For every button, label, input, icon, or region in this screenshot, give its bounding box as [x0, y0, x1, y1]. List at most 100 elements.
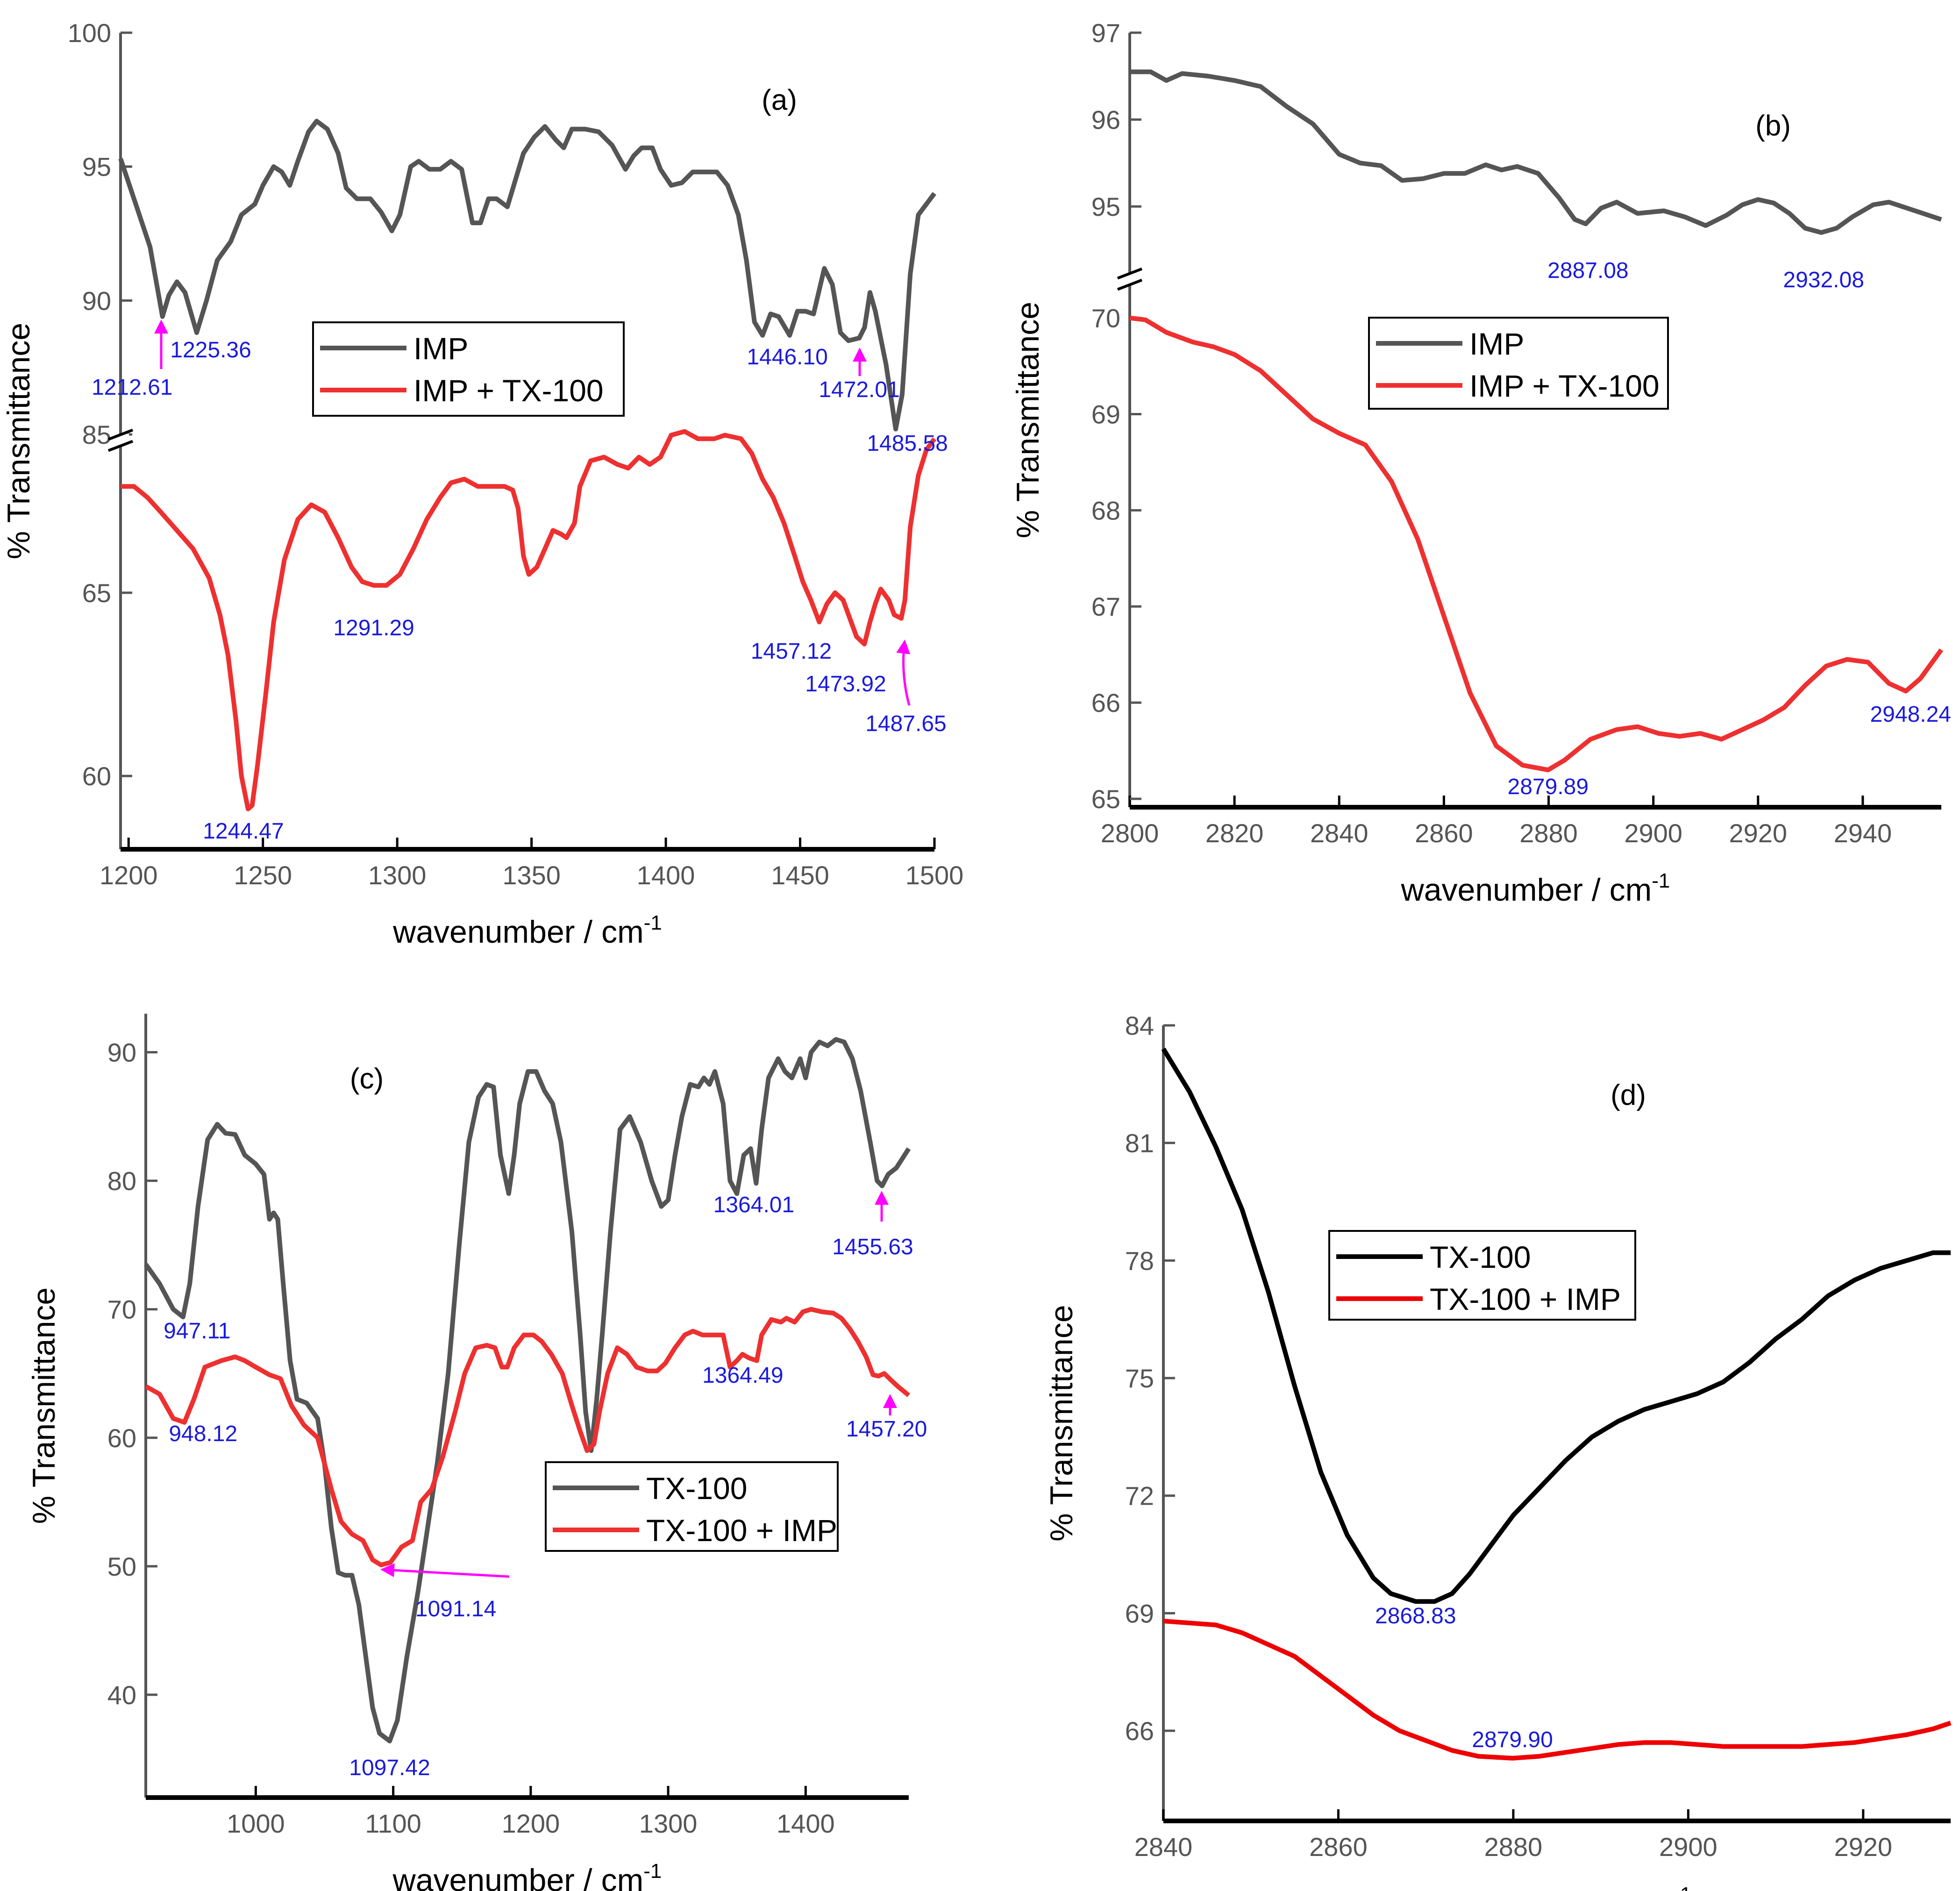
axis-break-mark — [107, 428, 134, 441]
y-tick-label: 96 — [1091, 105, 1120, 135]
legend-box — [545, 1461, 839, 1552]
y-tick-label: 95 — [82, 152, 111, 182]
legend-label: IMP + TX-100 — [1469, 369, 1660, 403]
peak-label: 1091.14 — [415, 1597, 497, 1621]
y-tick-label: 69 — [1125, 1599, 1154, 1628]
legend-label: TX-100 + IMP — [1430, 1282, 1621, 1316]
y-axis-title: % Transmittance — [1, 323, 36, 559]
legend-label: IMP — [413, 331, 468, 366]
axis-break-mark — [1117, 267, 1143, 280]
peak-label: 1364.01 — [713, 1193, 795, 1217]
peak-label: 1291.29 — [333, 616, 414, 640]
peak-arrow — [380, 1563, 510, 1578]
panel-a: 1200 1250 1300 1350 1400 1450 1500 85 90 95 100 60 6… — [1, 18, 963, 950]
peak-label: 2948.24 — [1870, 702, 1951, 727]
y-tick-label: 90 — [107, 1038, 136, 1067]
x-tick-label: 2920 — [1834, 1832, 1892, 1862]
y-tick-label: 78 — [1125, 1246, 1154, 1275]
y-tick-label: 65 — [82, 578, 111, 608]
peak-label: 1487.65 — [865, 711, 947, 736]
series-line-tx-100 — [143, 1037, 911, 1743]
y-tick-label: 97 — [1091, 18, 1120, 48]
x-tick-label: 2880 — [1484, 1832, 1543, 1862]
peak-label: 1225.36 — [170, 338, 251, 363]
peak-label: 1212.61 — [92, 375, 173, 400]
series-line-imp-tx-100 — [1129, 315, 1944, 773]
x-tick-label: 1200 — [502, 1809, 560, 1838]
peak-arrow — [896, 640, 911, 706]
x-tick-label: 1250 — [234, 860, 292, 890]
series-line-tx-100-imp — [1163, 1619, 1952, 1761]
axis-break-mark — [107, 440, 134, 452]
x-tick-label: 1500 — [905, 860, 964, 890]
peak-label: 1457.12 — [751, 639, 832, 664]
y-tick-label: 40 — [107, 1680, 136, 1710]
x-tick-label: 1000 — [227, 1809, 285, 1838]
legend-box — [1368, 317, 1669, 410]
legend-label: IMP — [1469, 327, 1524, 361]
x-tick-label: 1300 — [368, 860, 427, 890]
panel-label: (a) — [762, 84, 797, 116]
y-tick-label: 66 — [1125, 1716, 1154, 1746]
peak-label: 1473.92 — [805, 672, 886, 697]
x-axis-title: wavenumber / cm-1 — [392, 1860, 662, 1891]
y-tick-label: 67 — [1091, 592, 1120, 621]
x-tick-label: 1300 — [639, 1809, 698, 1838]
legend: TX-100 TX-100 + IMP — [1328, 1230, 1636, 1321]
legend-label: IMP + TX-100 — [413, 373, 604, 408]
legend-label: TX-100 — [1430, 1240, 1531, 1274]
series-line-imp — [118, 119, 936, 432]
y-tick-label: 50 — [107, 1552, 136, 1581]
y-tick-label: 90 — [82, 286, 111, 315]
x-axis-title: wavenumber / cm-1 — [1401, 869, 1670, 908]
y-tick-label: 60 — [82, 761, 111, 791]
series-line-tx-100 — [1161, 1047, 1951, 1604]
panel-label: (c) — [350, 1063, 384, 1095]
y-tick-label: 95 — [1091, 192, 1120, 221]
y-tick-label: 70 — [107, 1295, 136, 1324]
panel-d: 2840 2860 2880 2900 2920 66 69 72 75 78 81 84 wavenu… — [1044, 1011, 1952, 1891]
legend-box — [312, 321, 625, 417]
panel-c: 1000 1100 1200 1300 1400 40 50 60 70 80 90 wavenumb… — [26, 1014, 927, 1891]
legend: TX-100 TX-100 + IMP — [545, 1461, 839, 1552]
y-axis-title: % Transmittance — [26, 1287, 62, 1524]
series-line-imp — [1130, 69, 1942, 235]
y-tick-label: 84 — [1125, 1011, 1154, 1040]
y-tick-label: 65 — [1091, 784, 1120, 814]
peak-label: 2932.08 — [1783, 268, 1864, 292]
y-tick-label: 81 — [1125, 1129, 1154, 1158]
legend: IMP IMP + TX-100 — [1368, 317, 1669, 410]
y-tick-label: 70 — [1091, 304, 1120, 333]
y-tick-label: 60 — [107, 1423, 136, 1453]
y-tick-label: 69 — [1091, 399, 1120, 429]
peak-label: 1446.10 — [747, 345, 828, 370]
x-axis-title: wavenumber / cm-1 — [392, 911, 662, 950]
peak-label: 2879.89 — [1508, 775, 1589, 799]
peak-label: 2879.90 — [1472, 1727, 1553, 1752]
legend: IMP IMP + TX-100 — [312, 321, 625, 417]
x-tick-label: 2860 — [1309, 1832, 1368, 1862]
x-tick-label: 2860 — [1415, 818, 1473, 848]
x-tick-label: 1200 — [100, 860, 158, 890]
x-tick-label: 1350 — [502, 860, 561, 890]
y-tick-label: 75 — [1125, 1364, 1154, 1393]
x-tick-label: 1400 — [777, 1809, 835, 1838]
peak-label: 2868.83 — [1375, 1604, 1456, 1628]
peak-label: 1097.42 — [349, 1756, 430, 1780]
y-tick-label: 72 — [1125, 1481, 1154, 1511]
x-tick-label: 2800 — [1101, 818, 1159, 848]
x-tick-label: 2900 — [1659, 1832, 1718, 1862]
panel-label: (b) — [1755, 110, 1791, 142]
peak-label: 1364.49 — [702, 1363, 784, 1388]
x-tick-label: 2840 — [1310, 818, 1368, 848]
x-tick-label: 1400 — [637, 860, 695, 890]
series-line-imp-tx-100 — [121, 429, 937, 811]
legend-label: TX-100 — [646, 1471, 747, 1506]
x-tick-label: 1450 — [771, 860, 829, 890]
panel-label: (d) — [1611, 1079, 1646, 1111]
axis-break-mark — [1117, 278, 1143, 291]
peak-label: 1455.63 — [832, 1235, 913, 1259]
x-tick-label: 2880 — [1519, 818, 1578, 848]
y-tick-label: 80 — [107, 1166, 136, 1196]
peak-label: 1244.47 — [203, 819, 284, 844]
